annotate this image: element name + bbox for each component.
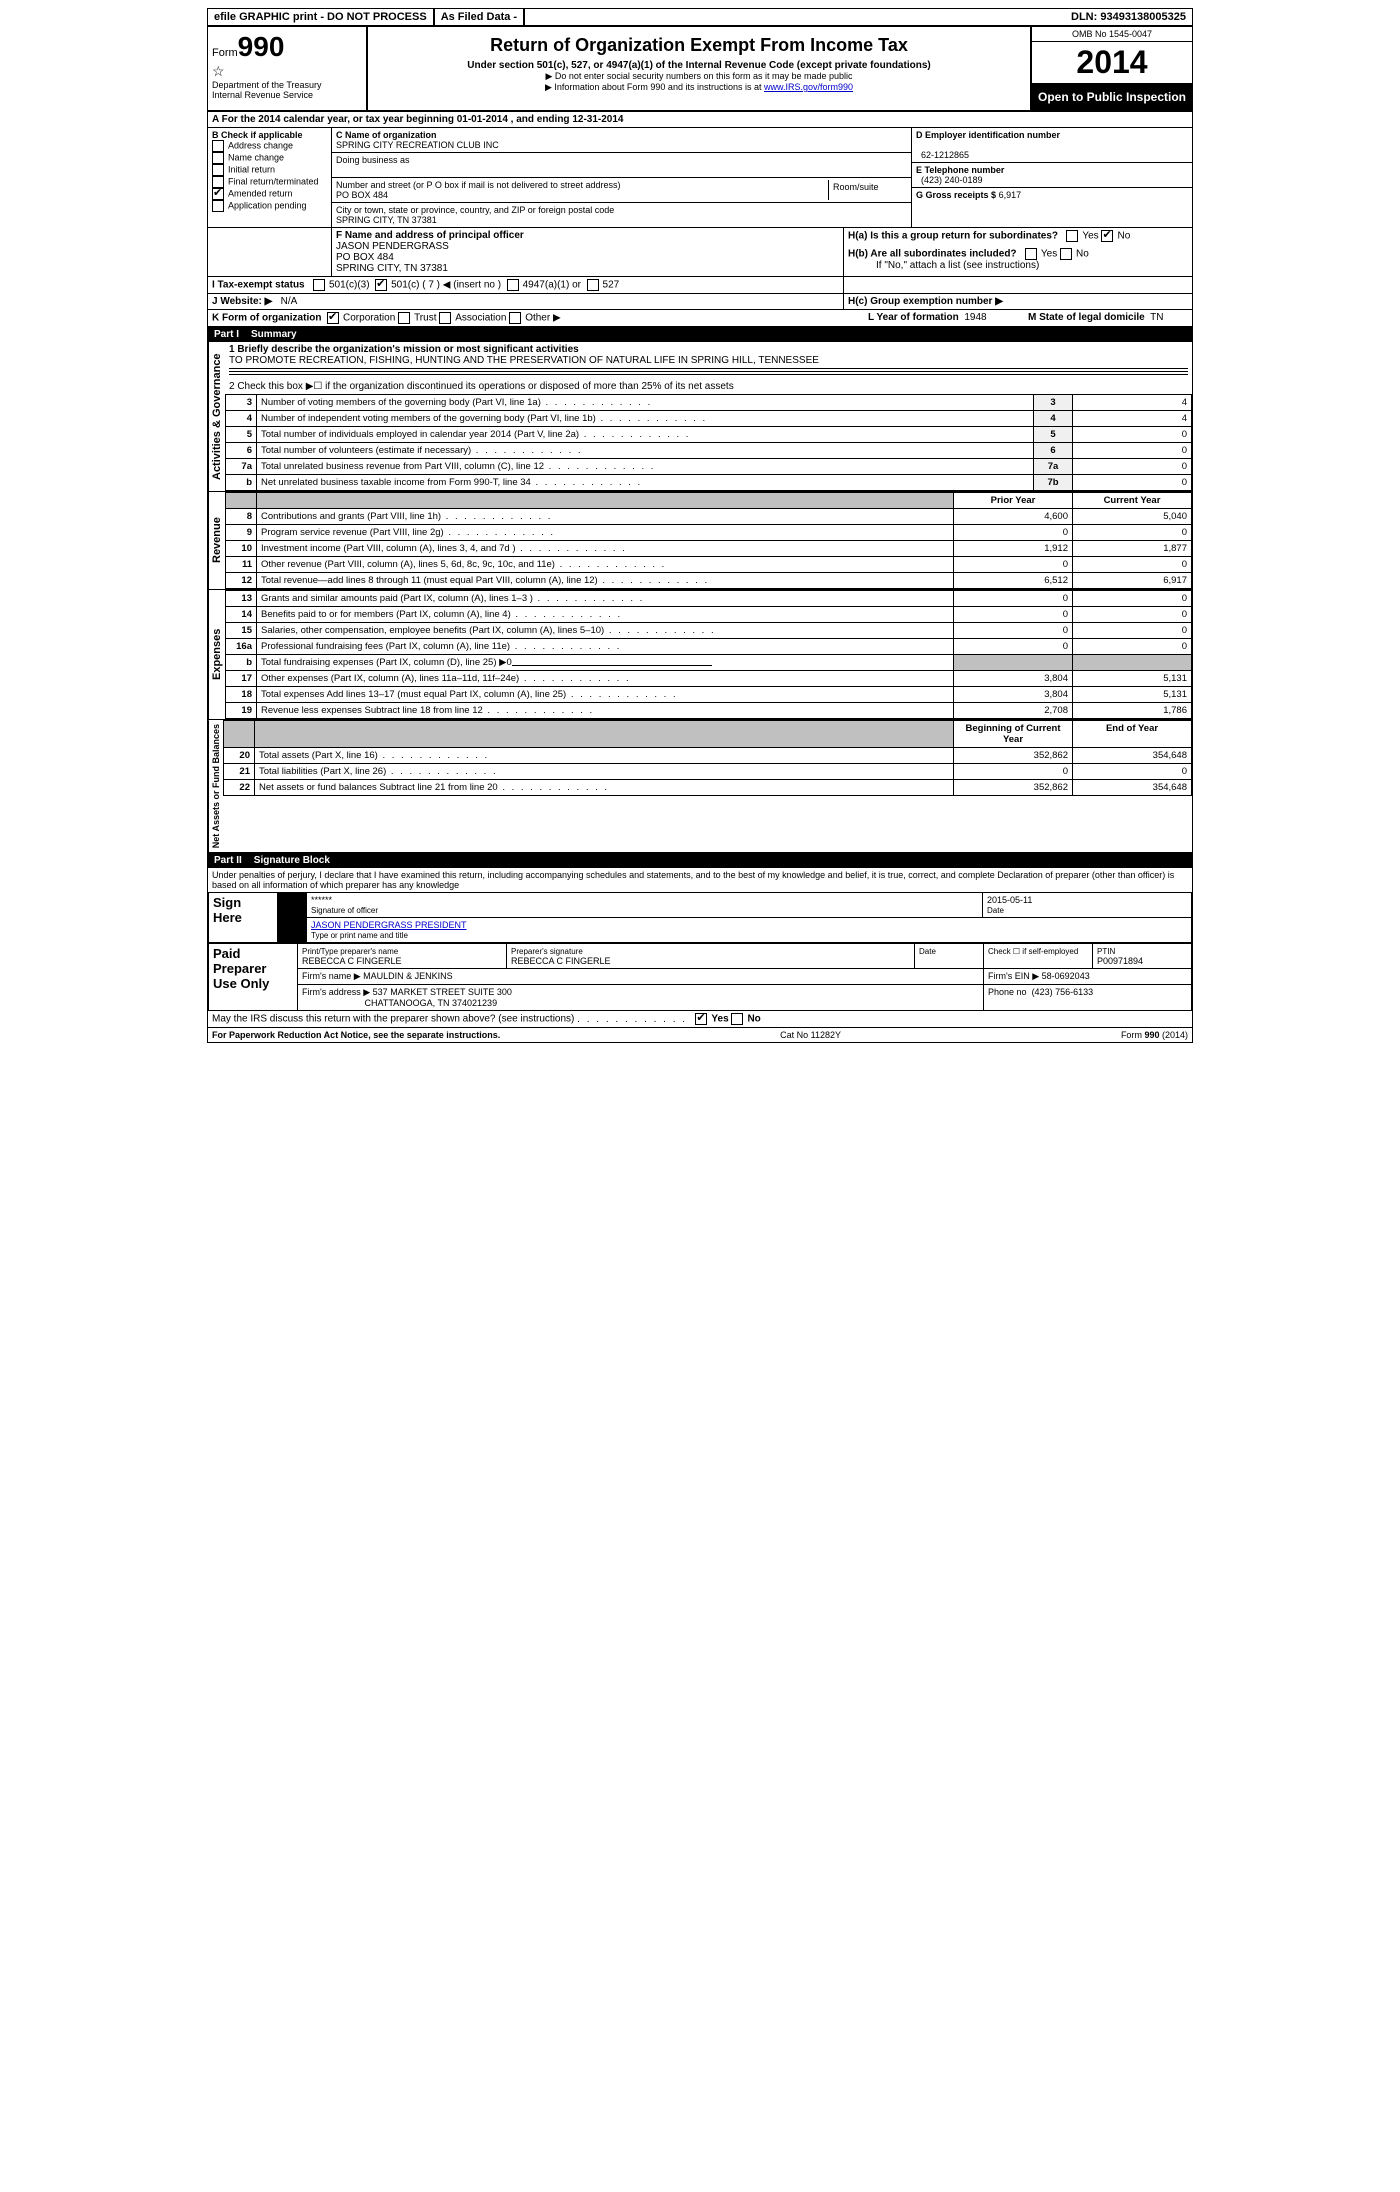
part2-header: Part II Signature Block: [208, 853, 1192, 868]
page-footer: For Paperwork Reduction Act Notice, see …: [208, 1028, 1192, 1042]
chk-501c3[interactable]: [313, 279, 325, 291]
exp-table: 13Grants and similar amounts paid (Part …: [225, 590, 1192, 719]
chk-name-change[interactable]: [212, 152, 224, 164]
col-d-ein: D Employer identification number 62-1212…: [912, 128, 1192, 227]
perjury-statement: Under penalties of perjury, I declare th…: [208, 868, 1192, 892]
chk-ha-yes[interactable]: [1066, 230, 1078, 242]
chk-address-change[interactable]: [212, 140, 224, 152]
form-of-org: K Form of organization Corporation Trust…: [208, 310, 1192, 327]
chk-application-pending[interactable]: [212, 200, 224, 212]
preparer-table: Paid Preparer Use Only Print/Type prepar…: [208, 943, 1192, 1011]
tax-year-line: A For the 2014 calendar year, or tax yea…: [208, 112, 1192, 128]
expenses-section: Expenses 13Grants and similar amounts pa…: [208, 590, 1192, 720]
chk-527[interactable]: [587, 279, 599, 291]
chk-trust[interactable]: [398, 312, 410, 324]
form-990-page: efile GRAPHIC print - DO NOT PROCESS As …: [207, 8, 1193, 1043]
section-fh: F Name and address of principal officer …: [208, 228, 1192, 277]
gov-table: 3Number of voting members of the governi…: [225, 394, 1192, 491]
chk-other[interactable]: [509, 312, 521, 324]
chk-4947[interactable]: [507, 279, 519, 291]
chk-hb-yes[interactable]: [1025, 248, 1037, 260]
efile-notice: efile GRAPHIC print - DO NOT PROCESS: [208, 9, 435, 25]
net-assets-section: Net Assets or Fund Balances Beginning of…: [208, 720, 1192, 853]
website-line: J Website: ▶ N/A H(c) Group exemption nu…: [208, 294, 1192, 310]
revenue-section: Revenue Prior YearCurrent Year8Contribut…: [208, 492, 1192, 590]
chk-amended-return[interactable]: [212, 188, 224, 200]
rev-table: Prior YearCurrent Year8Contributions and…: [225, 492, 1192, 589]
net-table: Beginning of Current YearEnd of Year20To…: [223, 720, 1192, 796]
tax-exempt-status: I Tax-exempt status 501(c)(3) 501(c) ( 7…: [208, 277, 1192, 294]
group-return: H(a) Is this a group return for subordin…: [844, 228, 1192, 276]
chk-ha-no[interactable]: [1101, 230, 1113, 242]
col-b-checks: B Check if applicable Address change Nam…: [208, 128, 332, 227]
section-bcd: B Check if applicable Address change Nam…: [208, 128, 1192, 228]
chk-501c[interactable]: [375, 279, 387, 291]
chk-assoc[interactable]: [439, 312, 451, 324]
chk-corp[interactable]: [327, 312, 339, 324]
chk-discuss-yes[interactable]: [695, 1013, 707, 1025]
chk-discuss-no[interactable]: [731, 1013, 743, 1025]
as-filed: As Filed Data -: [435, 9, 525, 25]
signature-table: Sign Here ****** Signature of officer 20…: [208, 892, 1192, 943]
header-right: OMB No 1545-0047 2014 Open to Public Ins…: [1030, 27, 1192, 110]
part1-header: Part I Summary: [208, 327, 1192, 342]
header-left: Form990 ☆ Department of the Treasury Int…: [208, 27, 368, 110]
chk-initial-return[interactable]: [212, 164, 224, 176]
form-header: Form990 ☆ Department of the Treasury Int…: [208, 27, 1192, 112]
officer-name-link[interactable]: JASON PENDERGRASS PRESIDENT: [311, 920, 467, 930]
header-title: Return of Organization Exempt From Incom…: [368, 27, 1030, 110]
col-c-org: C Name of organization SPRING CITY RECRE…: [332, 128, 912, 227]
discuss-line: May the IRS discuss this return with the…: [208, 1011, 1192, 1028]
top-bar: efile GRAPHIC print - DO NOT PROCESS As …: [208, 9, 1192, 27]
irs-link[interactable]: www.IRS.gov/form990: [764, 82, 853, 92]
dln: DLN: 93493138005325: [1065, 9, 1192, 25]
principal-officer: F Name and address of principal officer …: [332, 228, 844, 276]
activities-governance: Activities & Governance 1 Briefly descri…: [208, 342, 1192, 492]
chk-hb-no[interactable]: [1060, 248, 1072, 260]
